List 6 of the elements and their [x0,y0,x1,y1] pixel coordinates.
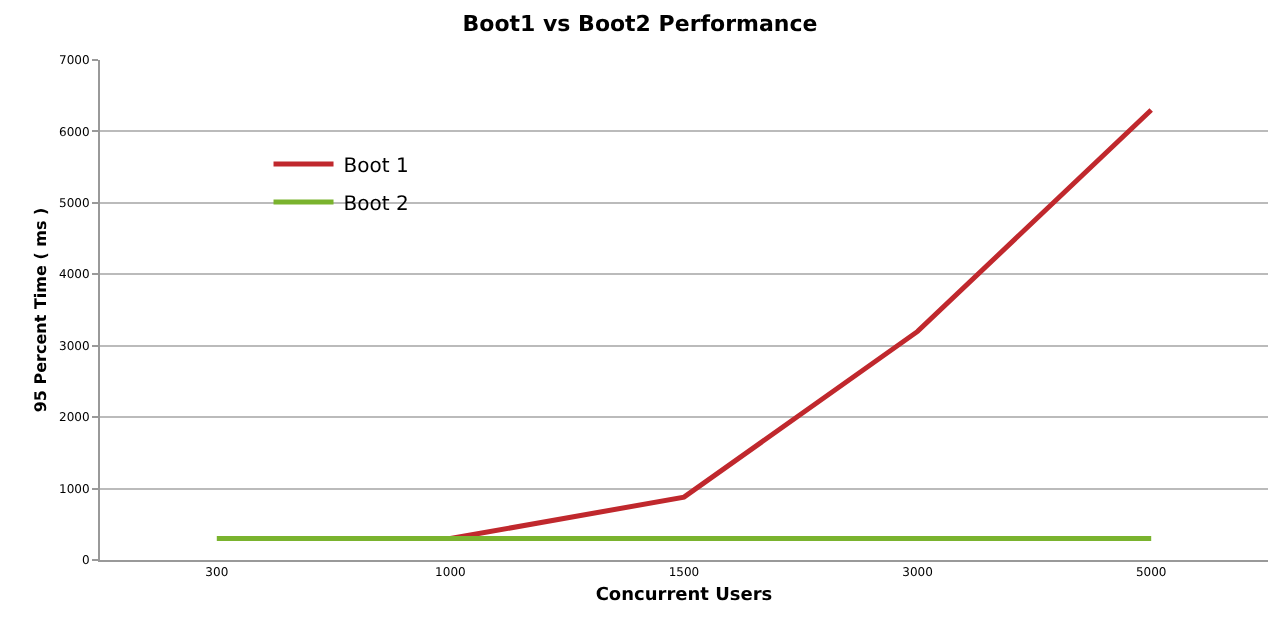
legend-label: Boot 1 [343,155,409,178]
line-series [447,107,1154,542]
y-axis-title: 95 Percent Time ( ms ) [32,207,51,413]
chart-title: Boot1 vs Boot2 Performance [462,11,818,38]
legend-label: Boot 2 [343,193,409,216]
x-axis-title: Concurrent Users [595,586,773,606]
